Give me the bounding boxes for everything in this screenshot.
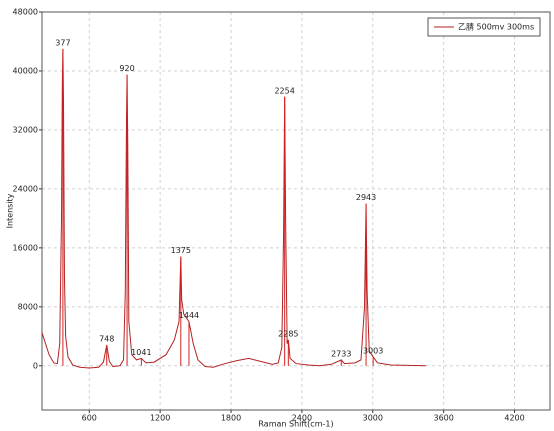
peak-label: 2733: [331, 349, 351, 358]
x-tick-label: 600: [82, 414, 97, 423]
y-axis-title: Intensity: [6, 193, 15, 228]
peak-label: 1041: [131, 348, 151, 357]
peak-label: 2254: [274, 86, 294, 95]
y-tick-label: 0: [33, 361, 38, 370]
y-tick-label: 48000: [13, 8, 38, 17]
y-tick-label: 40000: [13, 66, 38, 75]
x-tick-label: 1800: [221, 414, 241, 423]
x-axis-title: Raman Shift(cm-1): [258, 420, 333, 429]
x-tick-label: 2400: [292, 414, 312, 423]
x-tick-label: 4200: [504, 414, 524, 423]
x-tick-label: 1200: [150, 414, 170, 423]
y-tick-label: 16000: [13, 243, 38, 252]
y-tick-label: 8000: [18, 302, 38, 311]
y-tick-label: 24000: [13, 184, 38, 193]
plot-area: [42, 48, 426, 369]
y-tick-label: 32000: [13, 125, 38, 134]
peak-label: 1375: [171, 246, 191, 255]
peak-label: 2943: [356, 193, 376, 202]
peak-label: 920: [119, 64, 134, 73]
spectrum-line: [42, 48, 426, 369]
legend-box: [427, 17, 541, 37]
peak-label: 748: [99, 335, 114, 344]
plot-frame: [41, 11, 551, 411]
legend-label: 乙腈 500mv 300ms: [458, 22, 534, 32]
peak-label: 2285: [278, 329, 298, 338]
peak-label: 3003: [363, 346, 383, 355]
peak-label: 1444: [179, 311, 199, 320]
x-tick-label: 3600: [433, 414, 453, 423]
x-tick-label: 3000: [363, 414, 383, 423]
peak-label: 377: [55, 38, 70, 47]
